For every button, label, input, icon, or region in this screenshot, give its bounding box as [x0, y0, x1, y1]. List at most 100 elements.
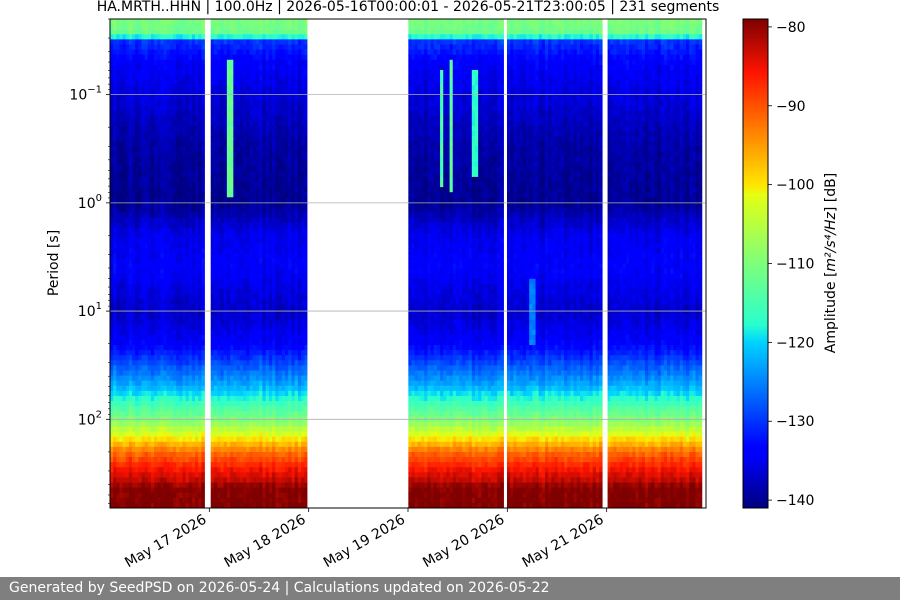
heatmap-cell: [154, 120, 158, 127]
heatmap-cell: [217, 227, 221, 234]
heatmap-cell: [141, 85, 146, 91]
heatmap-cell: [132, 268, 136, 275]
heatmap-cell: [188, 243, 193, 249]
heatmap-cell: [116, 467, 120, 473]
heatmap-cell: [217, 268, 221, 275]
heatmap-cell: [226, 156, 231, 163]
heatmap-cell: [201, 80, 205, 86]
heatmap-cell: [132, 350, 136, 356]
heatmap-cell: [157, 288, 161, 295]
heatmap-cell: [188, 141, 193, 147]
heatmap-cell: [223, 273, 228, 280]
heatmap-cell: [255, 375, 260, 382]
heatmap-cell: [166, 54, 171, 61]
heatmap-cell: [268, 385, 273, 392]
heatmap-cell: [201, 34, 205, 40]
heatmap-cell: [195, 390, 199, 397]
heatmap-cell: [255, 80, 260, 86]
heatmap-cell: [119, 187, 123, 193]
heatmap-cell: [272, 166, 276, 173]
heatmap-cell: [255, 497, 260, 504]
heatmap-cell: [262, 90, 267, 96]
heatmap-cell: [150, 278, 155, 285]
heatmap-cell: [220, 380, 225, 387]
heatmap-cell: [275, 370, 279, 376]
heatmap-cell: [185, 105, 190, 112]
heatmap-cell: [144, 345, 149, 351]
heatmap-cell: [272, 431, 276, 438]
heatmap-cell: [236, 90, 241, 96]
heatmap-cell: [220, 258, 225, 264]
heatmap-cell: [243, 487, 247, 494]
heatmap-cell: [275, 39, 279, 45]
heatmap-cell: [119, 151, 123, 157]
heatmap-cell: [144, 339, 149, 346]
heatmap-cell: [195, 202, 199, 208]
heatmap-cell: [275, 324, 279, 331]
heatmap-cell: [132, 345, 136, 351]
heatmap-cell: [110, 95, 114, 101]
heatmap-cell: [243, 304, 247, 310]
heatmap-cell: [268, 329, 273, 336]
heatmap-cell: [163, 441, 168, 448]
heatmap-cell: [119, 192, 123, 198]
heatmap-cell: [278, 492, 283, 499]
heatmap-cell: [185, 141, 190, 147]
heatmap-cell: [157, 441, 161, 448]
heatmap-cell: [157, 360, 161, 366]
heatmap-cell: [217, 263, 221, 269]
heatmap-cell: [122, 467, 127, 473]
heatmap-cell: [191, 222, 196, 229]
heatmap-cell: [116, 222, 120, 229]
heatmap-cell: [278, 324, 283, 331]
heatmap-cell: [122, 426, 127, 432]
heatmap-cell: [278, 100, 283, 106]
heatmap-cell: [220, 238, 225, 244]
heatmap-cell: [217, 492, 221, 499]
heatmap-cell: [182, 176, 186, 183]
heatmap-cell: [116, 258, 120, 264]
heatmap-cell: [157, 350, 161, 356]
heatmap-cell: [125, 472, 130, 478]
heatmap-cell: [217, 482, 221, 489]
heatmap-cell: [246, 380, 250, 387]
heatmap-cell: [179, 115, 183, 122]
heatmap-cell: [198, 350, 202, 356]
heatmap-cell: [176, 467, 180, 473]
heatmap-cell: [278, 64, 283, 71]
heatmap-cell: [268, 309, 273, 315]
heatmap-cell: [154, 110, 158, 117]
heatmap-cell: [246, 156, 250, 163]
heatmap-cell: [265, 212, 270, 219]
heatmap-cell: [182, 288, 186, 295]
heatmap-cell: [220, 232, 225, 239]
heatmap-cell: [195, 85, 199, 91]
heatmap-cell: [233, 95, 237, 101]
heatmap-cell: [268, 263, 273, 269]
heatmap-cell: [213, 401, 218, 407]
heatmap-cell: [226, 39, 231, 45]
heatmap-cell: [128, 294, 133, 300]
heatmap-cell: [135, 146, 139, 152]
heatmap-cell: [185, 166, 190, 173]
heatmap-cell: [201, 136, 205, 142]
heatmap-cell: [236, 365, 241, 371]
heatmap-cell: [233, 197, 237, 203]
heatmap-cell: [278, 360, 283, 366]
heatmap-cell: [265, 304, 270, 310]
heatmap-cell: [144, 446, 149, 453]
heatmap-cell: [195, 34, 199, 40]
heatmap-cell: [239, 375, 244, 382]
heatmap-cell: [246, 146, 250, 152]
heatmap-cell: [188, 151, 193, 157]
heatmap-cell: [176, 457, 180, 463]
heatmap-cell: [233, 115, 237, 122]
heatmap-cell: [125, 314, 130, 320]
heatmap-cell: [185, 451, 190, 458]
heatmap-cell: [226, 304, 231, 310]
heatmap-cell: [182, 187, 186, 193]
heatmap-cell: [141, 207, 146, 213]
heatmap-cell: [135, 288, 139, 295]
heatmap-cell: [268, 217, 273, 224]
heatmap-cell: [119, 477, 123, 483]
